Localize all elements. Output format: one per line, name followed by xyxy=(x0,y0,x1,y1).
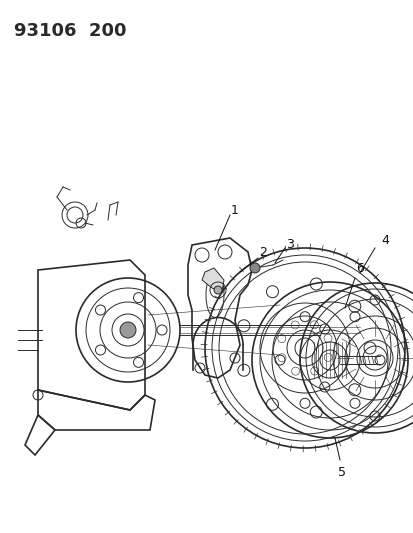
Circle shape xyxy=(120,322,136,338)
Circle shape xyxy=(249,263,259,273)
Circle shape xyxy=(214,286,221,294)
Polygon shape xyxy=(202,268,223,292)
Text: 4: 4 xyxy=(380,233,388,246)
Text: 3: 3 xyxy=(285,238,293,251)
Text: 2: 2 xyxy=(259,246,266,260)
Text: 6: 6 xyxy=(355,262,363,274)
Text: 1: 1 xyxy=(230,204,238,216)
Text: 5: 5 xyxy=(337,465,345,479)
Text: 93106  200: 93106 200 xyxy=(14,22,126,40)
